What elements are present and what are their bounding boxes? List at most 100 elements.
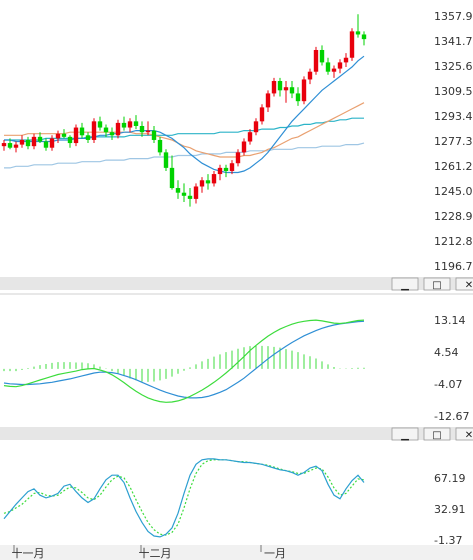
candle-body — [193, 186, 199, 199]
panel-separator — [0, 427, 473, 440]
candle-body — [43, 141, 49, 148]
candle-body — [277, 81, 283, 91]
restore-button[interactable]: □ — [423, 277, 451, 291]
candle-body — [337, 62, 343, 69]
price-panel: 1357.91 1341.79 1325.68 1309.56 1293.44 1277.… — [1, 10, 473, 273]
macd-dif-line — [3, 319, 365, 403]
kdj-k-line — [3, 458, 365, 538]
candle-body — [241, 141, 247, 153]
button-frame — [455, 277, 473, 291]
candle-body — [121, 122, 127, 128]
candle-body — [223, 167, 229, 171]
minimize-button[interactable]: ▁ — [391, 277, 419, 291]
y-tick-label: 4.54 — [434, 346, 459, 359]
candle-body — [7, 143, 13, 148]
candle-body — [55, 133, 61, 139]
x-tick-label: 一月 — [264, 547, 286, 560]
macd-dea-line — [3, 320, 365, 399]
y-tick-label: 1341.79 — [434, 35, 473, 48]
candle-body — [157, 139, 163, 153]
candle-body — [307, 71, 313, 80]
macd-panel: 13.14 4.54 -4.07 -12.67 — [3, 314, 469, 423]
candle-body — [13, 144, 19, 148]
button-frame — [391, 277, 419, 291]
candle-body — [85, 135, 91, 140]
kdj-panel: 67.19 32.91 -1.37 — [3, 458, 466, 547]
y-tick-label: 1261.21 — [434, 160, 473, 173]
y-tick-label: 13.14 — [434, 314, 466, 327]
candle-body — [73, 127, 79, 144]
candle-body — [169, 167, 175, 189]
y-tick-label: -12.67 — [434, 410, 469, 423]
candle-body — [31, 136, 37, 147]
macd-histogram — [3, 345, 365, 382]
price-axis: 1357.91 1341.79 1325.68 1309.56 1293.44 1277.… — [434, 10, 473, 273]
x-axis: 十一月 十二月 一月 — [12, 545, 286, 560]
macd-lines — [3, 319, 365, 403]
x-tick-label: 十一月 — [12, 546, 45, 560]
button-frame — [423, 427, 451, 441]
y-tick-label: 67.19 — [434, 472, 466, 485]
y-tick-label: 1245.09 — [434, 185, 473, 198]
minimize-icon: ▁ — [400, 430, 409, 441]
macd-axis: 13.14 4.54 -4.07 -12.67 — [434, 314, 469, 423]
candle-body — [49, 138, 55, 148]
y-tick-label: 1277.33 — [434, 135, 473, 148]
candle-body — [199, 180, 205, 187]
y-tick-label: -1.37 — [434, 534, 462, 547]
candle-body — [325, 62, 331, 72]
candle-body — [295, 93, 301, 102]
ma-short-line — [4, 55, 365, 174]
kdj-axis: 67.19 32.91 -1.37 — [434, 472, 466, 547]
candle-body — [145, 130, 151, 133]
button-frame — [423, 277, 451, 291]
panel-buttons-kdj: ▁ □ ✕ — [391, 427, 473, 441]
candle-body — [229, 163, 235, 171]
ma-mid-line — [4, 102, 365, 158]
candle-body — [79, 127, 85, 136]
close-button[interactable]: ✕ — [455, 427, 473, 441]
candle-body — [319, 49, 325, 63]
candle-body — [313, 49, 319, 72]
kdj-lines — [3, 458, 365, 538]
candle-body — [37, 136, 43, 142]
y-tick-label: 1309.56 — [434, 85, 473, 98]
candle-body — [139, 125, 145, 133]
candle-body — [361, 34, 367, 40]
minimize-button[interactable]: ▁ — [391, 427, 419, 441]
candle-body — [211, 174, 217, 184]
close-button[interactable]: ✕ — [455, 277, 473, 291]
candle-body — [91, 121, 97, 140]
candle-body — [259, 107, 265, 122]
candle-body — [133, 121, 139, 126]
candle-body — [115, 122, 121, 136]
candle-body — [97, 121, 103, 128]
panel-separator — [0, 277, 473, 290]
panel-buttons-macd: ▁ □ ✕ — [391, 277, 473, 291]
x-axis-band — [0, 545, 473, 560]
candle-body — [253, 121, 259, 133]
candle-body — [25, 139, 31, 147]
kdj-d-line — [3, 459, 365, 536]
restore-button[interactable]: □ — [423, 427, 451, 441]
candle-body — [163, 152, 169, 168]
candle-body — [331, 68, 337, 72]
candle-body — [289, 87, 295, 94]
y-tick-label: -4.07 — [434, 378, 462, 391]
minimize-icon: ▁ — [400, 280, 409, 291]
y-tick-label: 1228.98 — [434, 210, 473, 223]
restore-icon: □ — [432, 280, 441, 291]
candle-body — [271, 81, 277, 94]
y-tick-label: 1357.91 — [434, 10, 473, 23]
close-icon: ✕ — [465, 280, 473, 291]
candle-body — [301, 79, 307, 102]
candle-body — [247, 132, 253, 142]
y-tick-label: 1212.86 — [434, 235, 473, 248]
candlestick-series — [1, 14, 367, 207]
candle-body — [265, 93, 271, 108]
candle-body — [151, 130, 157, 140]
y-tick-label: 1325.68 — [434, 60, 473, 73]
candle-body — [343, 57, 349, 63]
candle-body — [103, 127, 109, 133]
